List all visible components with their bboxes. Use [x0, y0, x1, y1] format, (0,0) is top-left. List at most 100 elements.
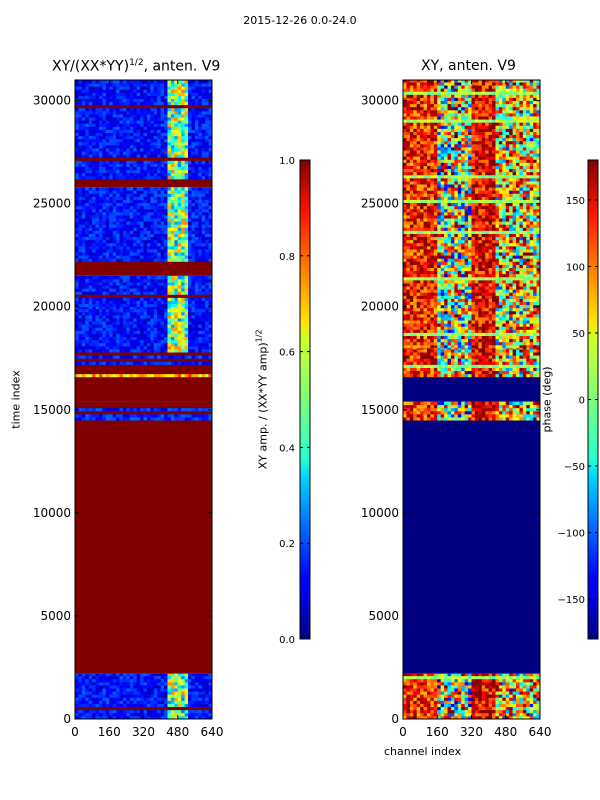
amp-cell	[143, 306, 148, 310]
amp-cell	[160, 175, 165, 180]
amp-cell	[85, 330, 90, 334]
phase-cell	[516, 706, 520, 711]
phase-cell	[426, 709, 431, 714]
amp-cell	[136, 330, 141, 334]
amp-cell	[164, 712, 168, 717]
amp-cell	[140, 330, 144, 334]
phase-cell	[492, 691, 496, 695]
amp-cell	[122, 148, 127, 152]
amp-cell	[174, 249, 179, 253]
amp-cell	[143, 673, 148, 677]
amp-cell	[88, 345, 93, 350]
amp-cell	[208, 410, 213, 415]
amp-cell	[85, 370, 90, 375]
amp-cell	[191, 333, 196, 338]
amp-cell	[143, 288, 148, 292]
amp-cell	[133, 193, 138, 197]
amp-cell	[146, 675, 151, 680]
amp-cell	[177, 169, 182, 174]
amp-cell	[112, 236, 117, 241]
amp-cell	[188, 190, 192, 194]
amp-cell	[81, 208, 86, 213]
amp-cell	[109, 236, 114, 241]
amp-cell	[98, 138, 103, 143]
amp-cell	[133, 172, 138, 177]
amp-cell	[184, 83, 189, 87]
amp-cell	[174, 211, 179, 216]
amp-cell	[146, 117, 151, 121]
amp-cell	[129, 684, 134, 689]
amp-cell	[160, 230, 165, 234]
amp-cell	[119, 141, 124, 146]
amp-cell	[174, 333, 179, 338]
amp-cell	[146, 694, 151, 698]
amp-cell	[75, 193, 79, 197]
amp-cell	[201, 321, 206, 325]
amp-cell	[167, 694, 172, 698]
amp-cell	[181, 95, 185, 99]
amp-cell	[92, 148, 96, 152]
amp-cell	[205, 236, 209, 241]
amp-cell	[208, 342, 213, 347]
amp-cell	[205, 291, 209, 295]
amp-cell	[146, 345, 151, 350]
amp-cell	[95, 141, 100, 146]
amp-cell	[98, 202, 103, 207]
amp-cell	[75, 196, 79, 200]
amp-cell	[109, 224, 114, 228]
amp-cell	[191, 407, 196, 412]
amp-cell	[75, 291, 79, 295]
amp-cell	[194, 333, 199, 338]
amp-cell	[170, 355, 175, 359]
amp-cell	[170, 715, 175, 720]
phase-cell	[447, 709, 452, 714]
amp-cell	[95, 327, 100, 331]
amp-cell	[160, 205, 165, 210]
amp-cell	[174, 196, 179, 200]
amp-cell	[105, 255, 110, 259]
amp-cell	[181, 215, 185, 219]
amp-cell	[126, 172, 131, 177]
amp-cell	[157, 218, 162, 222]
amp-cell	[92, 373, 96, 378]
phase-cell	[416, 706, 421, 711]
amp-cell	[105, 242, 110, 247]
amp-cell	[129, 327, 134, 331]
amp-cell	[88, 215, 93, 219]
amp-cell	[126, 123, 131, 127]
amp-cell	[95, 285, 100, 289]
amp-cell	[153, 712, 158, 717]
amp-cell	[194, 160, 199, 164]
amp-cell	[119, 80, 124, 84]
amp-cell	[78, 324, 83, 328]
amp-cell	[85, 110, 90, 115]
amp-cell	[188, 282, 192, 286]
amp-cell	[188, 193, 192, 197]
amp-cell	[129, 706, 134, 711]
phase-cell	[420, 709, 424, 714]
amp-cell	[146, 129, 151, 133]
amp-cell	[198, 673, 203, 677]
amp-cell	[181, 157, 185, 161]
amp-cell	[164, 709, 168, 714]
amp-cell	[81, 361, 86, 365]
amp-cell	[191, 255, 196, 259]
amp-cell	[194, 342, 199, 347]
phase-cell	[502, 688, 507, 692]
amp-cell	[184, 324, 189, 328]
amp-cell	[129, 410, 134, 415]
amp-cell	[98, 303, 103, 308]
amp-cell	[194, 694, 199, 698]
amp-cell	[112, 308, 117, 313]
amp-cell	[191, 691, 196, 695]
phase-cell	[437, 675, 442, 680]
amp-cell	[205, 703, 209, 708]
amp-cell	[157, 126, 162, 130]
amp-cell	[174, 92, 179, 96]
amp-cell	[191, 373, 196, 378]
amp-cell	[188, 230, 192, 234]
amp-cell	[205, 361, 209, 365]
amp-cell	[88, 364, 93, 368]
amp-cell	[78, 330, 83, 334]
amp-cell	[122, 703, 127, 708]
